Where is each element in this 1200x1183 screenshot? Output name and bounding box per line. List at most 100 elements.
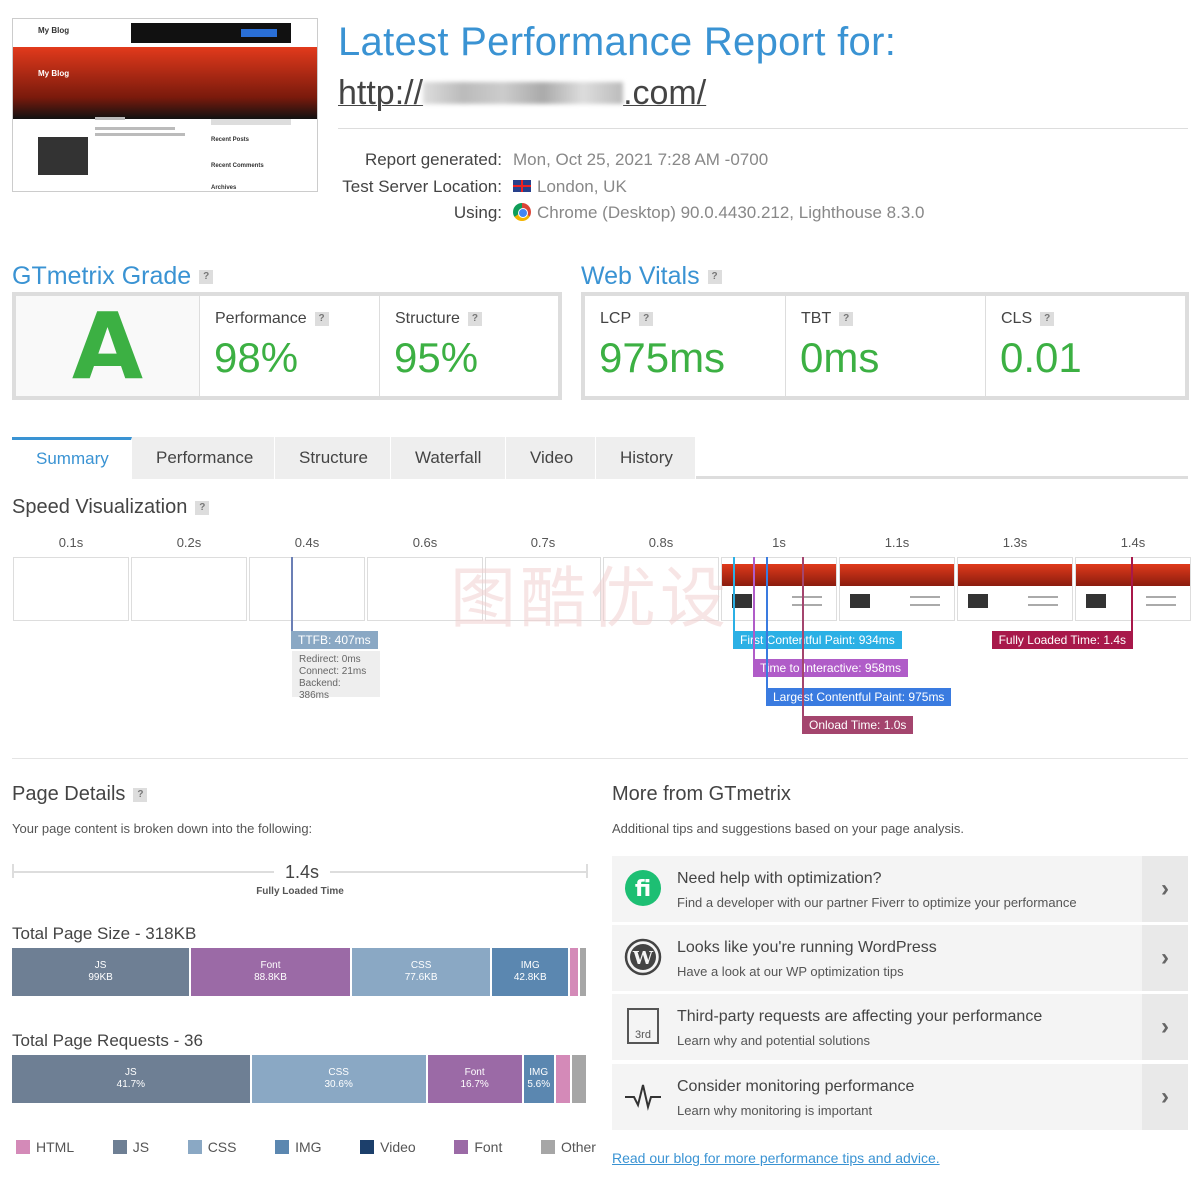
- bar-segment[interactable]: IMG 5.6%: [523, 1055, 556, 1103]
- help-icon[interactable]: ?: [467, 311, 482, 326]
- help-icon[interactable]: ?: [639, 311, 654, 326]
- timeline-tick: 0.7s: [530, 535, 556, 550]
- tip-desc: Find a developer with our partner Fiverr…: [677, 895, 1077, 910]
- filmstrip-frame: [603, 557, 719, 621]
- tab-waterfall[interactable]: Waterfall: [391, 437, 506, 479]
- tab-structure[interactable]: Structure: [275, 437, 391, 479]
- chevron-right-icon[interactable]: ›: [1142, 994, 1188, 1060]
- bar-segment[interactable]: [571, 1055, 588, 1103]
- svg-text:3rd: 3rd: [635, 1029, 651, 1041]
- legend-item: Font: [454, 1139, 502, 1155]
- filmstrip-frame: [249, 557, 365, 621]
- tip-title: Third-party requests are affecting your …: [677, 1008, 1043, 1025]
- marker-line-fully: [1131, 557, 1133, 631]
- meta-generated-label: Report generated:: [364, 150, 502, 169]
- tab-video[interactable]: Video: [506, 437, 596, 479]
- bar-segment[interactable]: [570, 948, 580, 996]
- bar-segment[interactable]: Font 16.7%: [427, 1055, 524, 1103]
- fully-loaded-label: Fully Loaded Time: [256, 886, 344, 897]
- speed-visualization-title: Speed Visualization?: [12, 496, 210, 519]
- bar-segment[interactable]: IMG 42.8KB: [492, 948, 571, 996]
- legend-item: Other: [540, 1139, 596, 1155]
- tip-card-third-party[interactable]: 3rd Third-party requests are affecting y…: [612, 994, 1188, 1060]
- meta-location-value: London, UK: [537, 177, 627, 196]
- tip-title: Looks like you're running WordPress: [677, 939, 937, 956]
- page-requests-bar: JS 41.7% CSS 30.6% Font 16.7% IMG 5.6%: [12, 1055, 588, 1103]
- ttfb-redirect: Redirect: 0ms: [299, 654, 361, 665]
- help-icon[interactable]: ?: [839, 311, 854, 326]
- more-from-gtmetrix-title: More from GTmetrix: [612, 783, 791, 805]
- blog-link[interactable]: Read our blog for more performance tips …: [612, 1150, 940, 1166]
- filmstrip-frame: [131, 557, 247, 621]
- performance-value: 98%: [214, 334, 299, 381]
- filmstrip-frame: [485, 557, 601, 621]
- marker-label-onload: Onload Time: 1.0s: [802, 716, 914, 734]
- help-icon[interactable]: ?: [1040, 311, 1055, 326]
- legend-item: CSS: [187, 1139, 236, 1155]
- page-details-subtitle: Your page content is broken down into th…: [12, 821, 313, 836]
- redacted-domain: [423, 82, 624, 105]
- cls-value: 0.01: [1000, 334, 1082, 381]
- third-party-icon: 3rd: [627, 1008, 659, 1044]
- help-icon[interactable]: ?: [195, 500, 210, 515]
- chevron-right-icon[interactable]: ›: [1142, 1064, 1188, 1130]
- tip-card-wordpress[interactable]: W Looks like you're running WordPress Ha…: [612, 925, 1188, 991]
- thumb-archives: Archives: [211, 185, 237, 191]
- help-icon[interactable]: ?: [199, 270, 214, 285]
- legend-item: HTML: [16, 1139, 74, 1155]
- filmstrip-frame: [721, 557, 837, 621]
- tip-card-fiverr[interactable]: fi Need help with optimization? Find a d…: [612, 856, 1188, 922]
- tip-title: Need help with optimization?: [677, 870, 882, 887]
- bar-segment[interactable]: JS 99KB: [12, 948, 192, 996]
- cls-metric: CLS? 0.01: [985, 296, 1185, 396]
- bar-segment[interactable]: JS 41.7%: [12, 1055, 252, 1103]
- marker-label-lcp: Largest Contentful Paint: 975ms: [766, 688, 952, 706]
- marker-label-fcp: First Contentful Paint: 934ms: [733, 631, 902, 649]
- svg-text:W: W: [632, 948, 654, 969]
- marker-line-lcp: [766, 557, 768, 688]
- thumb-recent-comments: Recent Comments: [211, 163, 264, 169]
- chevron-right-icon[interactable]: ›: [1142, 856, 1188, 922]
- tip-card-monitoring[interactable]: Consider monitoring performance Learn wh…: [612, 1064, 1188, 1130]
- thumb-ad-banner: [131, 23, 291, 43]
- page-details-title: Page Details?: [12, 783, 148, 806]
- marker-line-onload: [802, 557, 804, 716]
- ttfb-connect: Connect: 21ms: [299, 666, 367, 677]
- bar-segment[interactable]: [555, 1055, 572, 1103]
- bar-segment[interactable]: [579, 948, 588, 996]
- timeline-tick: 1s: [772, 535, 786, 550]
- tab-history[interactable]: History: [596, 437, 696, 479]
- page-title: Latest Performance Report for:: [338, 20, 897, 64]
- bar-segment[interactable]: Font 88.8KB: [191, 948, 352, 996]
- watermark: 图酷优设: [450, 560, 730, 637]
- filmstrip-frame: [957, 557, 1073, 621]
- meta-generated-value: Mon, Oct 25, 2021 7:28 AM -0700: [513, 150, 769, 169]
- bar-segment[interactable]: CSS 30.6%: [251, 1055, 428, 1103]
- tab-performance[interactable]: Performance: [132, 437, 275, 479]
- fully-loaded-value: 1.4s: [284, 862, 320, 882]
- marker-line-tti: [753, 557, 755, 659]
- timeline-tick: 0.2s: [176, 535, 202, 550]
- page-size-title: Total Page Size - 318KB: [12, 924, 197, 943]
- more-subtitle: Additional tips and suggestions based on…: [612, 821, 964, 836]
- lcp-value: 975ms: [599, 334, 726, 381]
- report-url[interactable]: http://.com/: [338, 74, 707, 112]
- bar-segment[interactable]: CSS 77.6KB: [351, 948, 493, 996]
- tbt-value: 0ms: [800, 334, 880, 381]
- timeline-tick: 1.3s: [1002, 535, 1028, 550]
- help-icon[interactable]: ?: [707, 270, 722, 285]
- marker-line-fcp: [733, 557, 735, 631]
- marker-line-ttfb: [291, 557, 293, 631]
- ttfb-breakdown: Redirect: 0ms Connect: 21ms Backend: 386…: [292, 651, 380, 701]
- gtmetrix-grade-title: GTmetrix Grade?: [12, 262, 214, 291]
- help-icon[interactable]: ?: [133, 787, 148, 802]
- tab-summary[interactable]: Summary: [12, 437, 132, 479]
- help-icon[interactable]: ?: [314, 311, 329, 326]
- fully-loaded-scale: 1.4s: [12, 862, 588, 882]
- structure-value: 95%: [394, 334, 479, 381]
- timeline-tick: 0.4s: [294, 535, 320, 550]
- divider: [12, 758, 1188, 759]
- chevron-right-icon[interactable]: ›: [1142, 925, 1188, 991]
- filmstrip-frame: [13, 557, 129, 621]
- timeline-tick: 1.1s: [884, 535, 910, 550]
